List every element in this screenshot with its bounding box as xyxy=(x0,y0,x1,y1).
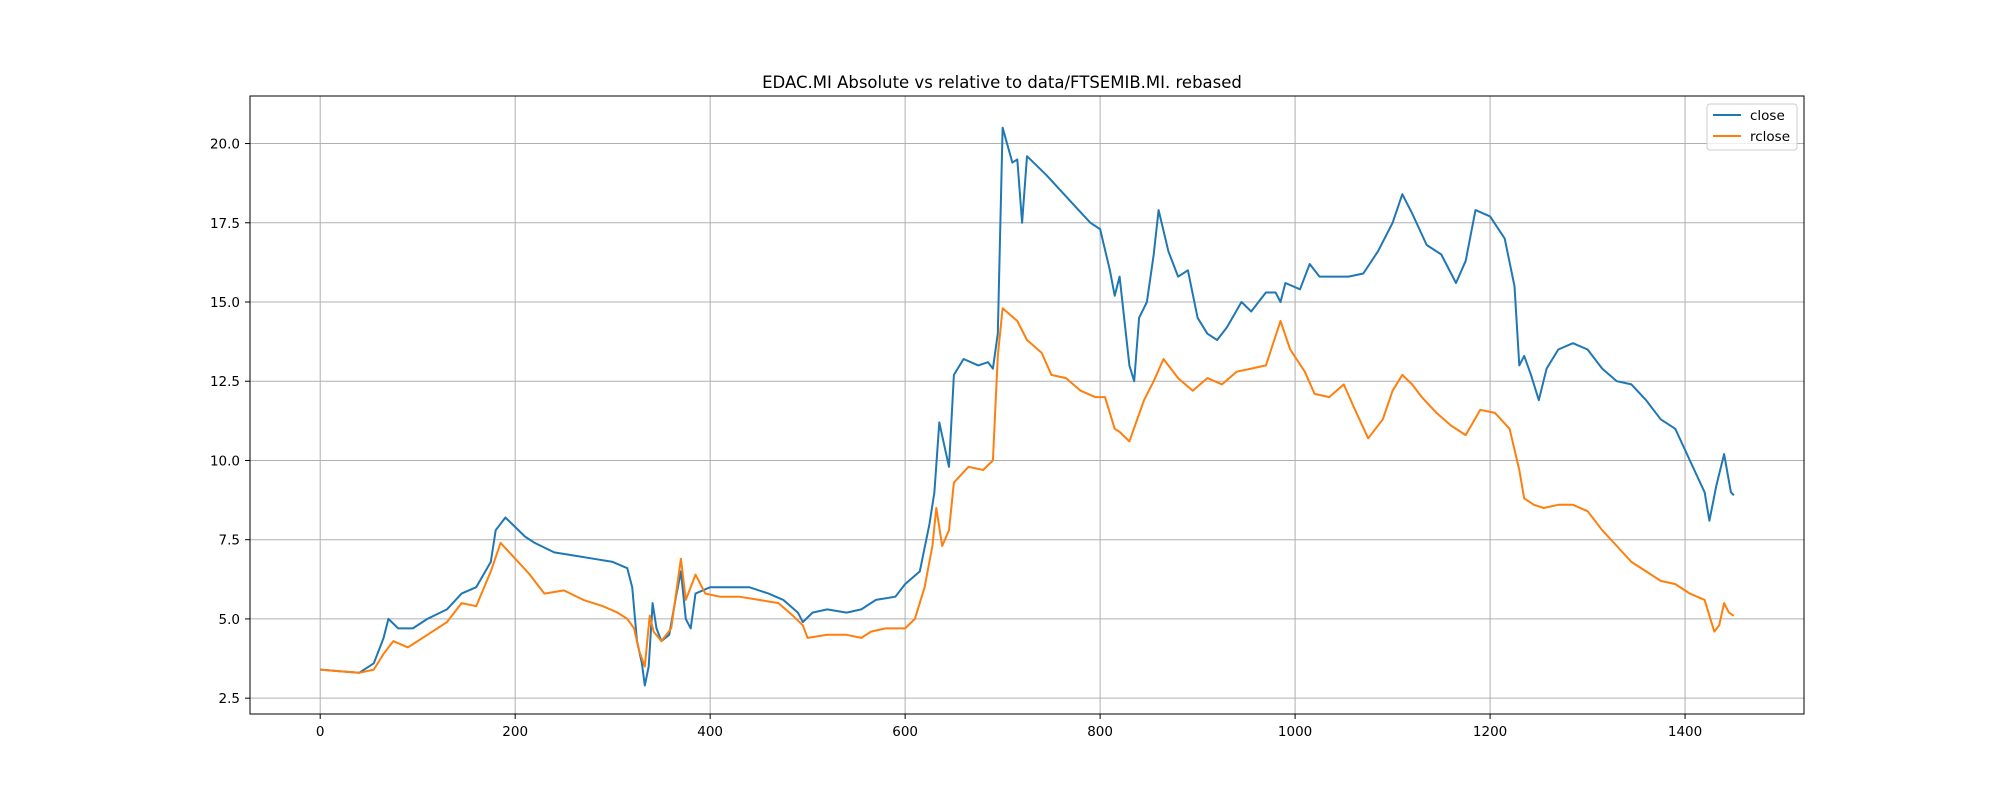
x-tick-label: 800 xyxy=(1087,724,1113,740)
y-tick-label: 15.0 xyxy=(210,295,240,311)
legend-label-rclose: rclose xyxy=(1750,129,1790,145)
y-tick-label: 2.5 xyxy=(219,691,240,707)
y-tick-label: 10.0 xyxy=(210,453,240,469)
legend: close rclose xyxy=(1706,103,1798,151)
x-tick-label: 400 xyxy=(697,724,723,740)
y-tick-label: 5.0 xyxy=(219,612,240,628)
y-tick-label: 17.5 xyxy=(210,216,240,232)
x-tick-label: 200 xyxy=(502,724,528,740)
y-tick-label: 20.0 xyxy=(210,137,240,153)
y-tick-label: 7.5 xyxy=(219,533,240,549)
x-tick-label: 0 xyxy=(316,724,325,740)
grid xyxy=(250,96,1804,714)
chart-title: EDAC.MI Absolute vs relative to data/FTS… xyxy=(762,73,1242,92)
x-tick-label: 1200 xyxy=(1473,724,1507,740)
series-group xyxy=(320,126,1735,687)
x-tick-label: 1000 xyxy=(1278,724,1312,740)
plot-frame xyxy=(249,95,1805,715)
y-tick-label: 12.5 xyxy=(210,374,240,390)
legend-label-close: close xyxy=(1750,108,1785,124)
x-tick-label: 1400 xyxy=(1668,724,1702,740)
axis-ticks: 0 200 400 600 800 1000 1200 1400 2.5 5.0 7.5 10.0 12… xyxy=(210,137,1702,740)
series-line-rclose xyxy=(320,307,1735,674)
x-tick-label: 600 xyxy=(892,724,918,740)
series-line-close xyxy=(320,126,1735,687)
